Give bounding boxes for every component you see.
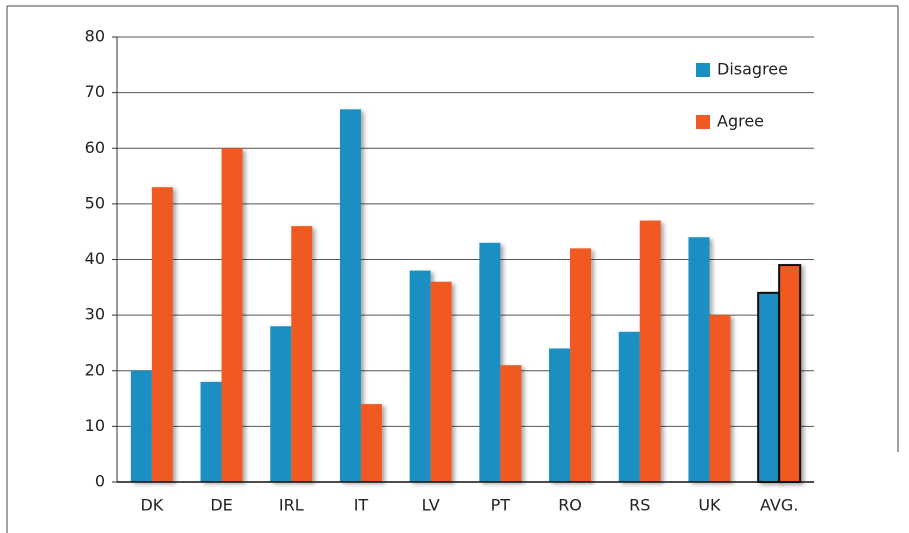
x-tick-label: PT [491,496,511,515]
bar [549,348,571,482]
x-tick-label: DE [210,496,232,515]
x-tick-label: UK [698,496,721,515]
plot: 0 10 20 30 40 50 60 70 80 DK DE IRL IT LV PT RO RS UK AVG.… [85,27,814,515]
bar [339,109,361,482]
bar [200,381,222,482]
y-tick-label: 30 [85,305,105,324]
x-tick-label: AVG. [760,496,798,515]
bar [570,248,592,482]
legend-label: Disagree [717,60,788,79]
bar [291,226,313,482]
bar [430,281,452,482]
x-tick-label: IT [354,496,369,515]
bar [709,315,731,482]
y-tick-label: 40 [85,249,105,268]
bar [618,331,640,482]
x-tick-label: RO [558,496,582,515]
bar [479,242,501,482]
y-tick-label: 80 [85,27,105,46]
x-tick-label: RS [629,496,650,515]
legend-label: Agree [717,112,764,131]
x-tick-label: IRL [279,496,304,515]
legend-swatch [696,63,710,77]
bar [409,270,431,482]
bar [360,404,382,482]
bar [221,148,243,482]
y-tick-label: 60 [85,138,105,157]
bar [500,365,522,482]
bar [639,220,661,482]
x-tick-label: DK [140,496,163,515]
y-tick-label: 0 [95,472,105,491]
x-tick-label: LV [422,496,440,515]
bar [778,264,802,483]
bar [130,370,152,482]
y-tick-label: 70 [85,82,105,101]
bar [757,291,781,483]
y-tick-label: 10 [85,416,105,435]
y-tick-label: 50 [85,193,105,212]
bar [270,326,292,482]
bar [151,187,173,482]
y-tick-label: 20 [85,360,105,379]
bar [688,237,710,482]
legend-swatch [696,115,710,129]
